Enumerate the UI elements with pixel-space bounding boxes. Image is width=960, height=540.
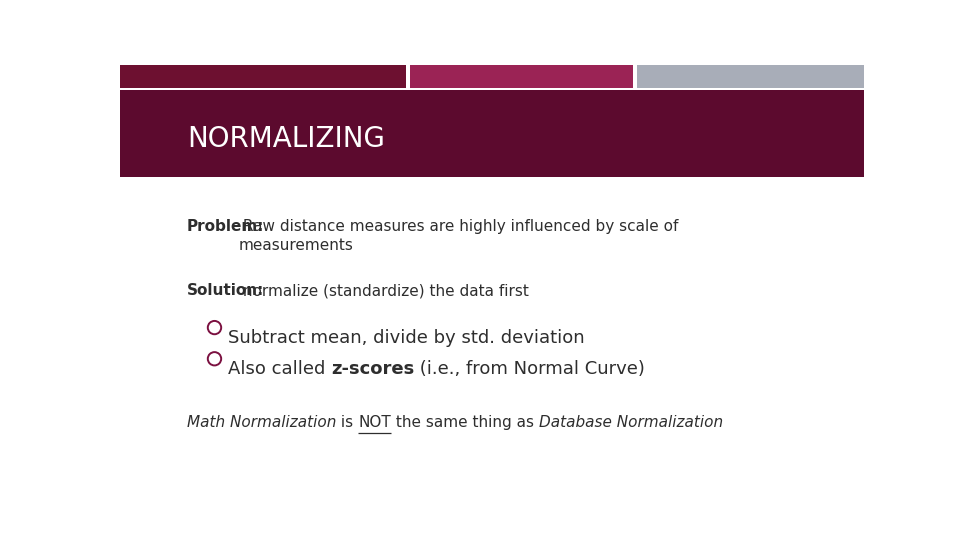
- Text: NOT: NOT: [358, 415, 391, 430]
- Text: Subtract mean, divide by std. deviation: Subtract mean, divide by std. deviation: [228, 329, 585, 347]
- Text: normalize (standardize) the data first: normalize (standardize) the data first: [238, 283, 529, 298]
- Bar: [120, 90, 864, 177]
- Text: Problem:: Problem:: [187, 219, 264, 234]
- Text: z-scores: z-scores: [331, 360, 415, 378]
- Text: NORMALIZING: NORMALIZING: [187, 125, 385, 153]
- Text: is: is: [336, 415, 358, 430]
- Bar: [410, 65, 634, 88]
- Bar: [120, 65, 406, 88]
- Bar: [637, 65, 864, 88]
- Text: Also called: Also called: [228, 360, 331, 378]
- Text: the same thing as: the same thing as: [391, 415, 539, 430]
- Text: Math Normalization: Math Normalization: [187, 415, 336, 430]
- Text: Database Normalization: Database Normalization: [539, 415, 723, 430]
- Text: Solution:: Solution:: [187, 283, 264, 298]
- Text: (i.e., from Normal Curve): (i.e., from Normal Curve): [415, 360, 645, 378]
- Text: Raw distance measures are highly influenced by scale of
measurements: Raw distance measures are highly influen…: [238, 219, 679, 253]
